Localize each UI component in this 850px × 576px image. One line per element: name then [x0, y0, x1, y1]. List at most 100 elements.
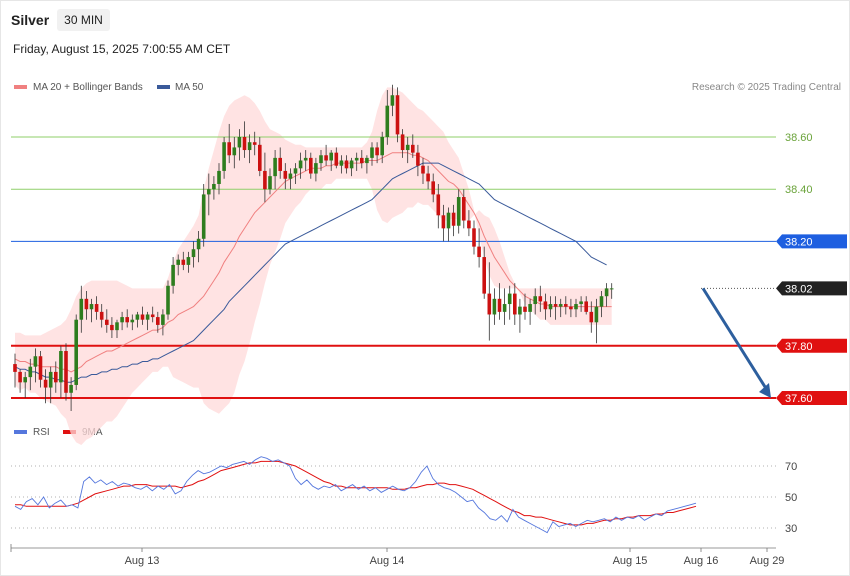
candle-body [385, 105, 390, 137]
candle [492, 288, 497, 325]
candle-body [431, 181, 435, 195]
candle-body [161, 314, 165, 325]
candle [538, 285, 543, 312]
candle [145, 311, 150, 331]
candle [518, 298, 522, 333]
level-tag-38.20 [776, 234, 847, 249]
candle [421, 157, 425, 184]
rsi-panel: 30 50 70 [11, 456, 797, 535]
candle [426, 165, 430, 190]
candle [23, 371, 27, 398]
candle [609, 283, 614, 299]
header: Silver 30 MIN [11, 9, 110, 31]
candle-body [487, 293, 492, 315]
candle-body [349, 160, 354, 169]
candle-body [273, 157, 277, 177]
candle [405, 137, 410, 164]
candle-body [441, 215, 446, 229]
candle [462, 189, 466, 229]
candle-body [125, 317, 129, 323]
candle [446, 207, 451, 242]
x-tick-label: Aug 16 [684, 555, 719, 567]
x-tick-label: Aug 15 [613, 555, 648, 567]
candle [84, 290, 89, 320]
candle [217, 163, 221, 195]
price-legend: MA 20 + Bollinger Bands MA 50 Research ©… [14, 82, 841, 93]
candle-body [283, 170, 288, 179]
candle [548, 296, 553, 318]
candle [156, 311, 160, 333]
candle-body [196, 238, 201, 250]
candle [293, 163, 298, 184]
candle-body [344, 160, 349, 169]
candle-body [242, 137, 247, 151]
candle [191, 241, 196, 268]
candle [268, 168, 272, 195]
timeframe-badge[interactable]: 30 MIN [57, 9, 110, 31]
candle-body [574, 304, 578, 310]
candle-body [421, 165, 425, 174]
candle [533, 288, 537, 315]
candle [69, 377, 73, 412]
rsi-tick-label-70: 70 [785, 461, 797, 473]
candle-body [186, 257, 191, 265]
candle-body [354, 157, 359, 161]
forecast-arrow-head [759, 383, 771, 398]
level-label-37.60: 37.60 [785, 393, 813, 405]
candle-body [110, 324, 114, 331]
candle [339, 155, 344, 174]
candle-body [120, 317, 124, 323]
candle-body [237, 137, 242, 148]
candle [594, 298, 599, 344]
candle-body [564, 304, 568, 307]
candle [309, 152, 313, 179]
candle-body [319, 155, 323, 164]
candle [380, 131, 384, 164]
ma20-line [14, 152, 612, 373]
candle-body [360, 157, 364, 164]
candle-body [176, 259, 180, 265]
candle-body [94, 304, 99, 312]
candle [507, 285, 512, 320]
candle-body [523, 306, 527, 312]
candle [38, 351, 43, 388]
x-tick-label: Aug 13 [125, 555, 160, 567]
candle [589, 301, 594, 333]
datetime-label: Friday, August 15, 2025 7:00:55 AM CET [13, 42, 231, 56]
candle [334, 147, 339, 169]
candle-body [390, 95, 395, 106]
candle-body [69, 384, 73, 393]
candle-body [252, 142, 257, 145]
candle [553, 296, 558, 320]
levels-layer: 38.60 38.40 38.20 38.02 37.80 37.60 [11, 132, 847, 405]
ma20-legend-swatch [14, 85, 27, 89]
candle [370, 142, 374, 166]
level-label-38.40: 38.40 [785, 184, 813, 196]
candle [329, 150, 333, 171]
candle-body [456, 197, 461, 226]
candle-body [140, 314, 145, 320]
candle-body [43, 379, 48, 388]
candle-body [426, 173, 430, 182]
candle [451, 204, 456, 237]
candle [390, 84, 395, 117]
candle [28, 358, 33, 391]
symbol-title: Silver [11, 12, 50, 28]
candle [54, 361, 58, 393]
candle-body [446, 212, 451, 229]
level-tag-37.80 [776, 338, 847, 353]
candle [497, 283, 502, 320]
level-label-37.80: 37.80 [785, 341, 813, 353]
candle [303, 150, 308, 171]
candle-body [502, 304, 507, 312]
candle-body [467, 220, 471, 229]
candle-body [89, 304, 94, 310]
candle [604, 283, 609, 307]
candle-body [303, 157, 308, 161]
candles-layer [13, 84, 614, 412]
candle [543, 293, 548, 320]
candle [252, 131, 257, 156]
candle [212, 176, 216, 200]
candle-body [405, 144, 410, 151]
